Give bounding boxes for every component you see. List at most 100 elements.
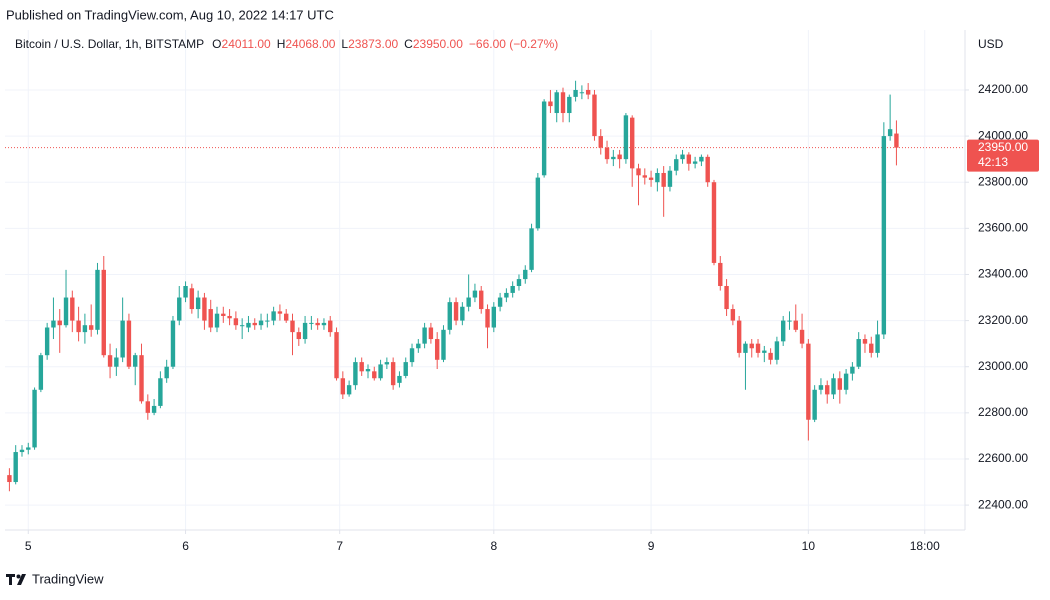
- candle-body: [13, 452, 18, 483]
- candle-body: [19, 449, 25, 453]
- candle-body: [189, 288, 195, 310]
- candle-body: [114, 357, 119, 367]
- y-tick-label: 23600.00: [978, 221, 1028, 235]
- candle-body: [227, 315, 232, 319]
- candle-body: [107, 355, 113, 367]
- candle-body: [88, 325, 94, 330]
- x-tick-label: 10: [802, 539, 816, 553]
- candle-body: [541, 101, 547, 176]
- ohlc-value: 23873.00: [348, 37, 398, 51]
- candle-body: [164, 366, 169, 379]
- candle-body: [202, 297, 207, 321]
- candle-body: [655, 172, 660, 183]
- candle-body: [774, 341, 780, 360]
- footer-logo: [6, 574, 26, 585]
- ohlc-key: L: [341, 37, 348, 51]
- candle-body: [44, 327, 50, 356]
- candle-body: [460, 306, 465, 321]
- candle-body: [485, 309, 490, 328]
- candle-body: [755, 343, 761, 353]
- candle-body: [692, 161, 698, 164]
- candle-body: [7, 475, 12, 483]
- y-tick-label: 22600.00: [978, 451, 1028, 465]
- y-tick-label: 24000.00: [978, 128, 1028, 142]
- candle-body: [133, 355, 138, 367]
- candle-body: [718, 262, 723, 286]
- candle-body: [856, 339, 861, 367]
- candle-body: [636, 168, 641, 176]
- candle-body: [170, 320, 176, 367]
- candle-body: [479, 290, 484, 310]
- candle-body: [516, 279, 522, 286]
- candle-body: [680, 154, 685, 160]
- candle-body: [296, 332, 301, 340]
- candle-body: [284, 313, 289, 321]
- candle-body: [843, 373, 849, 390]
- candle-body: [523, 269, 528, 280]
- candle-body: [158, 378, 163, 406]
- candle-body: [466, 297, 471, 307]
- candle-body: [302, 322, 308, 340]
- candle-body: [598, 136, 603, 148]
- candle-body: [825, 385, 830, 395]
- candle-body: [762, 350, 767, 353]
- candle-body: [277, 311, 283, 314]
- candle-body: [63, 297, 69, 326]
- candle-body: [674, 159, 679, 171]
- candle-body: [862, 339, 868, 344]
- candle-body: [592, 94, 597, 137]
- candle-body: [57, 320, 62, 326]
- candle-body: [736, 320, 742, 353]
- candle-body: [567, 96, 572, 114]
- candle-body: [447, 302, 452, 330]
- candle-body: [120, 320, 125, 358]
- candle-body: [221, 313, 226, 316]
- candle-body: [82, 325, 88, 333]
- candle-body: [749, 343, 754, 349]
- currency-label: USD: [978, 37, 1004, 51]
- candle-body: [208, 309, 213, 328]
- candle-body: [573, 89, 578, 97]
- symbol: Bitcoin / U.S. Dollar, 1h, BITSTAMP: [15, 37, 204, 51]
- candle-body: [604, 147, 610, 160]
- candle-body: [252, 322, 257, 326]
- candle-body: [101, 269, 106, 356]
- candle-body: [453, 302, 459, 321]
- candle-body: [258, 320, 264, 326]
- candle-body: [346, 385, 352, 395]
- candle-body: [384, 362, 390, 365]
- candle-body: [780, 320, 786, 342]
- axes: 22400.00 22600.00 22800.00 23000.00 23200.00…: [25, 82, 1039, 553]
- y-tick-label: 22800.00: [978, 405, 1028, 419]
- candle-body: [837, 378, 843, 390]
- candle-body: [504, 292, 509, 298]
- candle-body: [359, 362, 364, 372]
- candle-body: [271, 311, 276, 321]
- y-tick-label: 23200.00: [978, 313, 1028, 327]
- candle-body: [378, 364, 383, 379]
- candle-body: [76, 320, 81, 333]
- ohlc-key: H: [277, 37, 286, 51]
- y-tick-label: 23000.00: [978, 359, 1028, 373]
- x-tick-label: 18:00: [910, 539, 940, 553]
- candle-body: [818, 385, 824, 390]
- x-tick-label: 6: [182, 539, 189, 553]
- ohlc-key: O: [212, 37, 221, 51]
- candle-body: [768, 352, 773, 360]
- candle-body: [875, 334, 880, 353]
- candle-body: [611, 156, 616, 160]
- candle-body: [334, 332, 339, 379]
- candle-body: [70, 297, 75, 321]
- candle-body: [642, 175, 647, 178]
- candle-body: [233, 318, 239, 326]
- candle-body: [630, 117, 635, 169]
- candle-body: [195, 297, 201, 310]
- y-tick-label: 23400.00: [978, 267, 1028, 281]
- candle-body: [38, 355, 44, 390]
- candle-body: [246, 322, 251, 328]
- candle-body: [126, 320, 132, 367]
- candles: [7, 80, 899, 492]
- candle-body: [428, 327, 434, 340]
- candle-body: [26, 447, 31, 450]
